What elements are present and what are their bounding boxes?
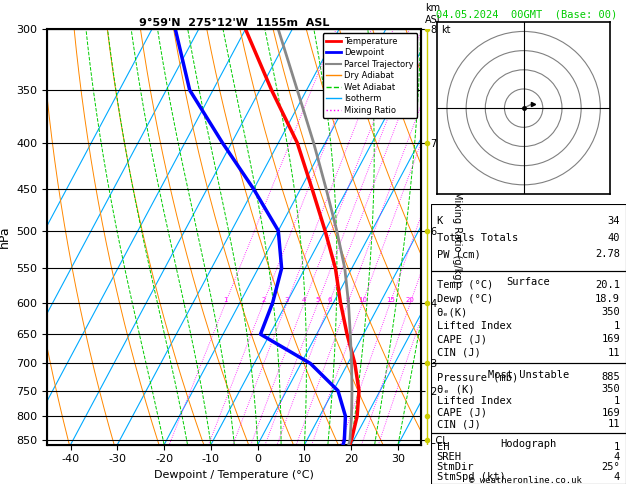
Text: CIN (J): CIN (J) <box>437 419 481 429</box>
Title: 9°59'N  275°12'W  1155m  ASL: 9°59'N 275°12'W 1155m ASL <box>139 18 330 28</box>
Text: 11: 11 <box>608 347 620 358</box>
Text: kt: kt <box>441 25 450 35</box>
Text: 1: 1 <box>614 442 620 452</box>
Text: 18.9: 18.9 <box>595 294 620 304</box>
Text: θₑ (K): θₑ (K) <box>437 384 474 394</box>
Y-axis label: Mixing Ratio (g/kg): Mixing Ratio (g/kg) <box>452 191 462 283</box>
Text: 15: 15 <box>386 296 394 303</box>
Text: 34: 34 <box>608 216 620 226</box>
Text: 885: 885 <box>601 372 620 382</box>
Text: 04.05.2024  00GMT  (Base: 00): 04.05.2024 00GMT (Base: 00) <box>436 10 617 20</box>
Text: 1: 1 <box>614 396 620 406</box>
Text: Hodograph: Hodograph <box>500 439 557 450</box>
Text: © weatheronline.co.uk: © weatheronline.co.uk <box>469 476 582 485</box>
Text: CIN (J): CIN (J) <box>437 347 481 358</box>
Text: 1: 1 <box>223 296 228 303</box>
Text: 8: 8 <box>345 296 350 303</box>
Text: 20: 20 <box>406 296 415 303</box>
Text: 20.1: 20.1 <box>595 280 620 290</box>
Text: Most Unstable: Most Unstable <box>487 369 569 380</box>
Text: StmDir: StmDir <box>437 462 474 472</box>
Text: SREH: SREH <box>437 452 462 462</box>
Text: 4: 4 <box>614 471 620 482</box>
Text: 1: 1 <box>614 321 620 330</box>
Text: 25°: 25° <box>601 462 620 472</box>
Text: θₑ(K): θₑ(K) <box>437 307 468 317</box>
Text: 4: 4 <box>302 296 306 303</box>
Text: 6: 6 <box>327 296 331 303</box>
Text: 169: 169 <box>601 334 620 344</box>
Text: K: K <box>437 216 443 226</box>
X-axis label: Dewpoint / Temperature (°C): Dewpoint / Temperature (°C) <box>154 470 314 480</box>
Text: StmSpd (kt): StmSpd (kt) <box>437 471 506 482</box>
Text: Surface: Surface <box>506 278 550 287</box>
Text: 25: 25 <box>422 296 431 303</box>
Legend: Temperature, Dewpoint, Parcel Trajectory, Dry Adiabat, Wet Adiabat, Isotherm, Mi: Temperature, Dewpoint, Parcel Trajectory… <box>323 34 417 118</box>
Text: Temp (°C): Temp (°C) <box>437 280 493 290</box>
Text: 2: 2 <box>261 296 265 303</box>
Y-axis label: hPa: hPa <box>0 226 11 248</box>
Text: km
ASL: km ASL <box>425 3 443 25</box>
Text: 5: 5 <box>316 296 320 303</box>
Text: 11: 11 <box>608 419 620 429</box>
Text: 40: 40 <box>608 233 620 243</box>
Text: 4: 4 <box>614 452 620 462</box>
Text: Lifted Index: Lifted Index <box>437 396 512 406</box>
Text: EH: EH <box>437 442 449 452</box>
Text: 350: 350 <box>601 307 620 317</box>
Text: CAPE (J): CAPE (J) <box>437 408 487 417</box>
Text: Lifted Index: Lifted Index <box>437 321 512 330</box>
Text: 3: 3 <box>285 296 289 303</box>
Text: 169: 169 <box>601 408 620 417</box>
Text: 10: 10 <box>358 296 367 303</box>
Text: 2.78: 2.78 <box>595 249 620 260</box>
Text: Dewp (°C): Dewp (°C) <box>437 294 493 304</box>
Text: PW (cm): PW (cm) <box>437 249 481 260</box>
Text: Totals Totals: Totals Totals <box>437 233 518 243</box>
Text: CAPE (J): CAPE (J) <box>437 334 487 344</box>
Text: Pressure (mb): Pressure (mb) <box>437 372 518 382</box>
Text: 350: 350 <box>601 384 620 394</box>
